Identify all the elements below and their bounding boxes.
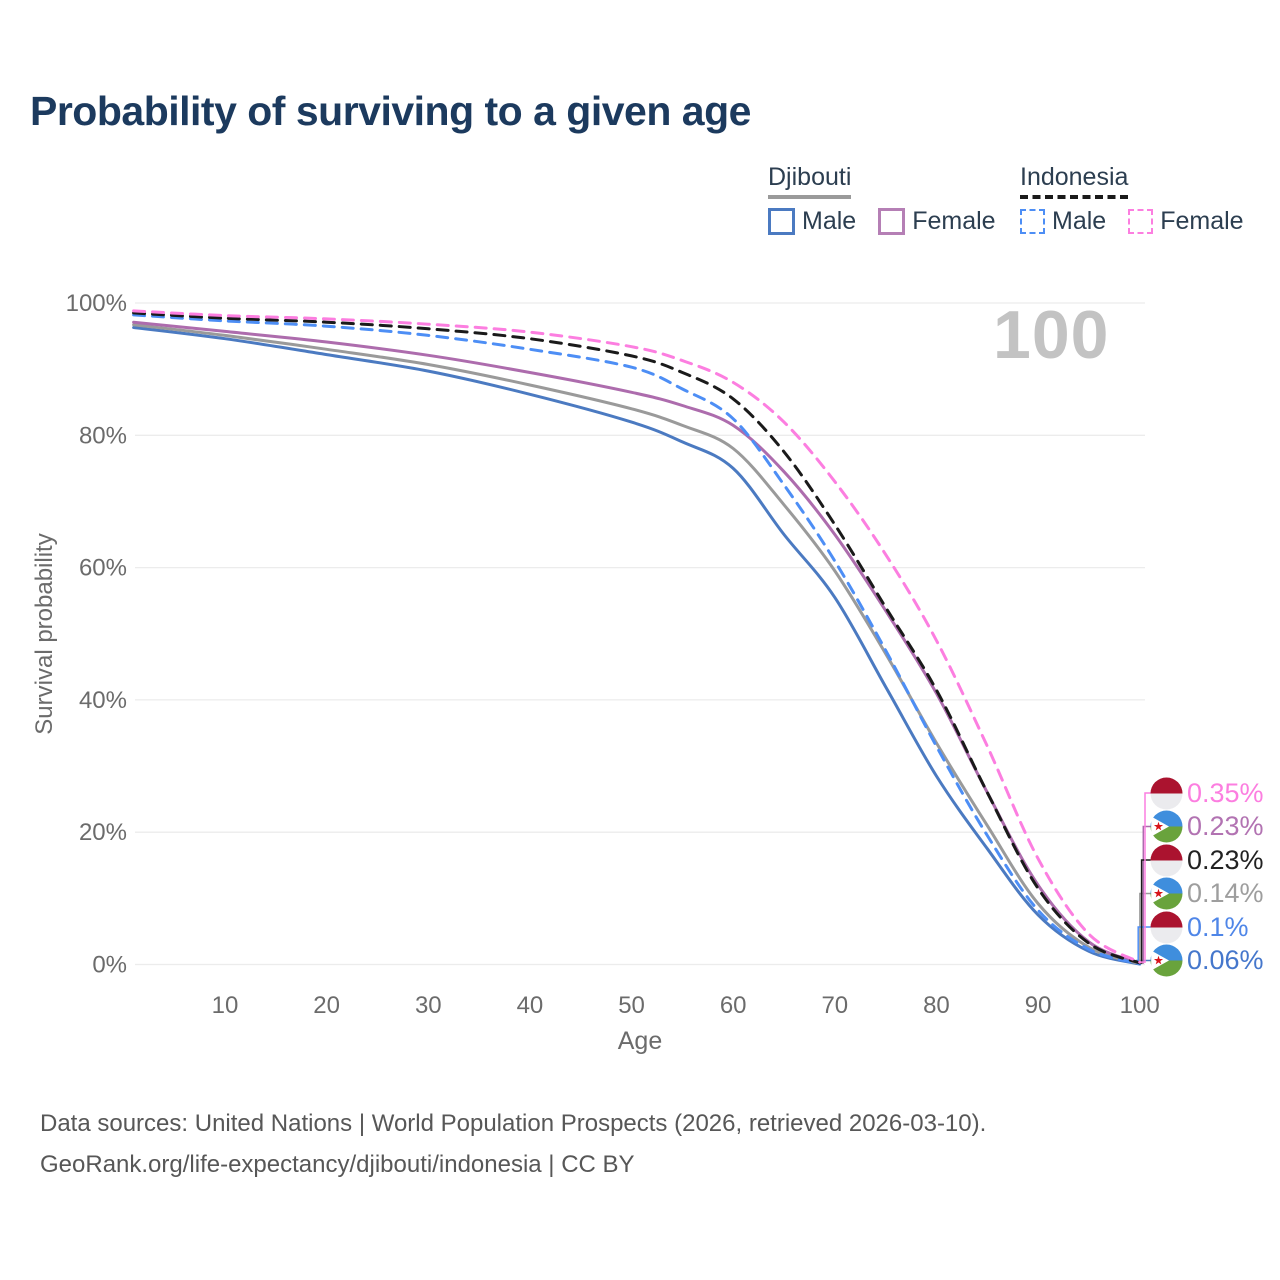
end-label-value: 0.06% [1187,945,1264,975]
legend-item-djibouti-male[interactable]: Male [768,207,856,236]
indonesia-male-swatch-icon [1020,209,1045,234]
x-axis-title: Age [618,1027,662,1055]
x-tick-label: 90 [1025,992,1052,1019]
djibouti-flag-icon [1150,877,1183,910]
end-label-row: 0.14% [1150,877,1264,911]
x-tick-label: 20 [313,992,340,1019]
chart-footer: Data sources: United Nations | World Pop… [40,1103,986,1185]
series-line-indonesia-male[interactable] [132,313,1142,966]
djibouti-male-swatch-icon [768,208,795,235]
series-line-djibouti-female[interactable] [132,320,1142,965]
legend-item-label: Male [802,207,857,235]
x-tick-label: 30 [415,992,442,1019]
series-line-djibouti-male[interactable] [132,326,1142,966]
end-label-value: 0.23% [1187,844,1264,875]
legend-item-label: Female [912,207,996,235]
series-line-indonesia-both[interactable] [132,311,1142,965]
end-label-value: 0.35% [1187,777,1264,808]
legend-group-indonesia: Indonesia Male Female [1020,163,1266,236]
legend-item-indonesia-female[interactable]: Female [1128,207,1244,236]
end-label-value: 0.14% [1187,878,1264,908]
x-tick-label: 100 [1120,992,1160,1019]
x-tick-label: 50 [618,992,645,1019]
end-label-row: 0.23% [1150,810,1264,844]
page-title: Probability of surviving to a given age [30,88,751,134]
y-tick-label: 20% [79,819,127,846]
end-label-value: 0.1% [1187,911,1249,942]
series-line-indonesia-female[interactable] [132,309,1142,964]
y-tick-label: 100% [66,290,127,317]
end-label-row: 0.06% [1150,944,1264,978]
legend-group-djibouti: Djibouti Male Female [768,163,1018,236]
x-tick-label: 40 [517,992,544,1019]
end-label-row: 0.1% [1150,910,1249,944]
footer-source-line: Data sources: United Nations | World Pop… [40,1110,987,1137]
y-tick-label: 40% [79,687,127,714]
djibouti-flag-icon [1150,810,1183,843]
legend-item-djibouti-female[interactable]: Female [878,207,996,236]
djibouti-female-swatch-icon [878,208,906,235]
end-label-leader-line [1139,792,1154,963]
x-tick-label: 70 [821,992,848,1019]
djibouti-flag-icon [1150,944,1183,977]
indonesia-flag-icon [1150,844,1183,876]
x-tick-label: 10 [212,992,239,1019]
y-tick-label: 0% [92,952,127,979]
age-watermark: 100 [993,297,1110,373]
footer-attribution-line: GeoRank.org/life-expectancy/djibouti/ind… [40,1151,635,1178]
legend-group-title-djibouti: Djibouti [768,163,852,199]
end-label-row: 0.23% [1150,843,1264,877]
x-tick-label: 60 [720,992,747,1019]
indonesia-female-swatch-icon [1128,209,1154,234]
series-line-djibouti-both[interactable] [132,323,1142,966]
end-label-value: 0.23% [1187,811,1264,841]
legend-item-label: Male [1052,207,1107,235]
y-tick-label: 80% [79,422,127,449]
indonesia-flag-icon [1150,911,1183,943]
legend-item-indonesia-male[interactable]: Male [1020,207,1106,236]
indonesia-flag-icon [1150,777,1183,809]
end-label-row: 0.35% [1150,776,1264,810]
legend-group-title-indonesia: Indonesia [1020,163,1129,199]
x-tick-label: 80 [923,992,950,1019]
y-tick-label: 60% [79,555,127,582]
legend-item-label: Female [1160,207,1244,235]
